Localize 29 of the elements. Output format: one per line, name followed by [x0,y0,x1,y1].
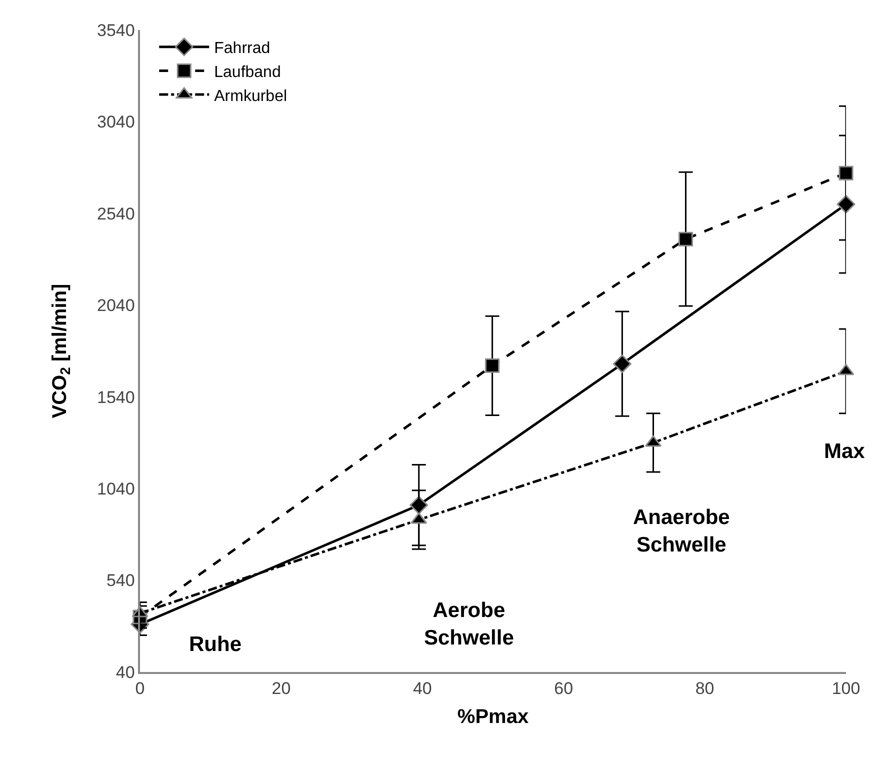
x-tick-label: 20 [272,679,291,698]
x-tick-label: 60 [554,679,574,698]
y-tick-label: 40 [116,662,135,682]
y-tick-label: 3540 [97,20,135,40]
annotation: Aerobe Schwelle [424,599,514,650]
x-tick-label: 100 [832,679,860,698]
point [838,166,854,180]
x-axis-title: %Pmax [457,706,529,728]
point [836,195,856,214]
annotation: Ruhe [189,633,242,656]
y-tick-label: 1040 [97,480,135,499]
point [838,364,854,376]
y-tick-label: 2040 [97,296,135,316]
annotation: Anaerobe Schwelle [633,506,730,556]
x-tick-label: 40 [412,679,432,698]
y-tick-label: 2540 [97,204,135,224]
y-tick-label: 540 [106,571,135,590]
point [645,435,662,447]
legend-label: Armkurbel [214,88,288,105]
point [678,232,693,246]
point [613,354,632,374]
annotation: Max [824,440,866,463]
x-tick-label: 0 [135,679,145,698]
point [485,358,500,373]
legend-label: Fahrrad [214,40,270,58]
y-tick-label: 3040 [97,112,135,132]
y-tick-label: 1540 [97,388,135,407]
legend-label: Laufband [214,64,281,81]
x-tick-label: 80 [695,679,714,698]
